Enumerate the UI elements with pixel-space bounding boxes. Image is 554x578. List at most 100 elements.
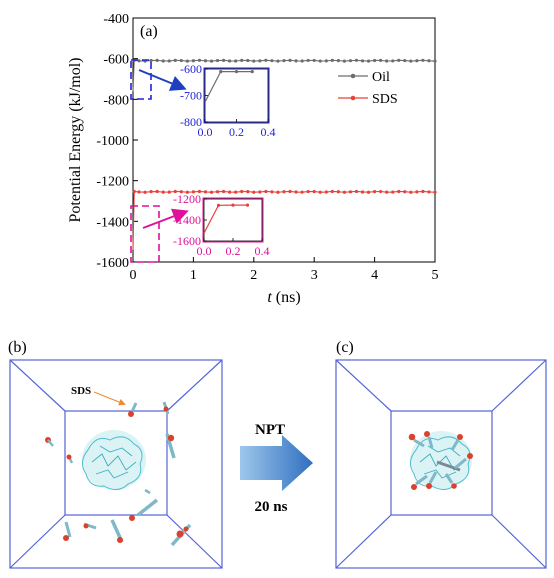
data-point-sds xyxy=(155,189,159,194)
y-axis-label: Potential Energy (kJ/mol) xyxy=(67,57,84,222)
y-tick-label: -1000 xyxy=(96,134,129,149)
x-tick-label: 5 xyxy=(432,268,439,283)
transition-arrow xyxy=(240,435,313,491)
data-point-sds xyxy=(373,190,377,194)
data-point-sds xyxy=(330,189,334,194)
oil-droplet-c xyxy=(410,431,472,490)
data-point-sds xyxy=(324,190,328,194)
sds-molecule xyxy=(128,402,138,417)
data-point-oil xyxy=(252,59,256,63)
data-point-sds xyxy=(300,190,304,194)
data-point-oil xyxy=(222,58,226,62)
inset-frame xyxy=(204,68,269,123)
data-point-oil xyxy=(403,58,407,63)
data-point-oil xyxy=(306,58,310,63)
inset-point-oil xyxy=(219,70,223,74)
data-point-sds xyxy=(379,189,383,194)
data-point-oil xyxy=(330,58,334,62)
sds-molecule xyxy=(450,434,463,451)
data-point-sds xyxy=(240,189,244,194)
data-point-sds xyxy=(415,190,419,194)
data-point-sds xyxy=(342,190,346,194)
data-point-sds xyxy=(132,189,136,194)
sds-pointer-arrow xyxy=(93,391,126,406)
data-point-oil xyxy=(234,59,238,63)
data-point-sds xyxy=(409,190,413,194)
data-point-sds xyxy=(354,189,359,194)
data-point-oil xyxy=(421,58,425,62)
sds-molecule xyxy=(454,453,473,470)
data-point-sds xyxy=(276,190,280,194)
data-point-oil xyxy=(312,58,316,63)
y-tick-label: -1200 xyxy=(96,175,129,190)
x-tick-label: 4 xyxy=(371,268,378,283)
inset-x-tick-label: 0.2 xyxy=(226,244,241,258)
data-point-oil xyxy=(258,59,262,63)
data-point-oil xyxy=(342,59,346,63)
data-point-sds xyxy=(312,189,316,194)
inset-x-tick-label: 0.0 xyxy=(198,125,213,139)
data-point-sds xyxy=(348,190,353,194)
zoom-box-sds xyxy=(130,205,160,263)
inset-y-tick-label: -800 xyxy=(180,115,202,129)
data-point-oil xyxy=(197,58,202,62)
npt-transition: NPT 20 ns xyxy=(240,422,313,515)
data-point-oil xyxy=(155,58,159,62)
data-point-sds xyxy=(252,190,256,194)
data-point-sds xyxy=(427,190,431,194)
y-tick-label: -400 xyxy=(103,12,129,27)
data-point-oil xyxy=(373,58,377,63)
inset-point-oil xyxy=(250,70,254,74)
sds-molecule xyxy=(129,498,159,521)
legend-marker-oil xyxy=(350,73,356,79)
data-point-oil xyxy=(415,59,419,63)
data-point-sds xyxy=(197,189,202,194)
data-point-sds xyxy=(385,190,389,194)
x-tick-label: 2 xyxy=(250,268,257,283)
data-point-sds xyxy=(421,189,425,194)
x-axis-label-unit: (ns) xyxy=(272,289,301,306)
data-point-sds xyxy=(203,190,208,194)
data-point-sds xyxy=(306,189,310,194)
series-line-sds xyxy=(132,190,436,250)
inset-point-sds xyxy=(216,203,221,207)
data-point-oil xyxy=(240,58,244,62)
y-tick-label: -800 xyxy=(103,93,129,108)
legend-label-oil: Oil xyxy=(372,70,390,85)
zoom-arrow-sds xyxy=(142,208,189,229)
data-point-oil xyxy=(300,59,304,63)
data-point-sds xyxy=(149,190,153,194)
data-point-sds xyxy=(137,190,141,194)
sds-molecule xyxy=(170,523,192,547)
inset-y-tick-label: -700 xyxy=(180,89,202,103)
zoom-arrow-oil xyxy=(138,69,187,91)
data-point-oil xyxy=(161,59,165,63)
legend-label-sds: SDS xyxy=(372,92,398,107)
data-point-sds xyxy=(294,190,298,194)
sds-molecule xyxy=(426,471,438,489)
data-point-sds xyxy=(397,189,401,194)
sds-molecule xyxy=(411,474,428,490)
data-point-sds xyxy=(209,190,214,194)
data-point-oil xyxy=(385,59,389,63)
inset-y-tick-label: -1400 xyxy=(173,213,201,227)
data-point-sds xyxy=(403,190,407,194)
x-tick-label: 0 xyxy=(130,268,137,283)
data-point-oil xyxy=(203,59,208,63)
sds-molecule xyxy=(45,437,54,447)
data-point-sds xyxy=(391,190,395,194)
oil-droplet-b xyxy=(82,430,146,490)
data-point-oil xyxy=(391,59,395,63)
y-tick-label: -1600 xyxy=(96,256,129,271)
x-axis-label-var: t xyxy=(267,289,272,306)
data-point-sds xyxy=(336,190,340,194)
data-point-sds xyxy=(360,190,365,194)
data-point-sds xyxy=(228,190,232,194)
inset-point-sds xyxy=(245,203,250,207)
data-point-oil xyxy=(360,59,365,63)
panel-b: (b) SDS xyxy=(8,339,223,569)
arrow-top-label: NPT xyxy=(255,422,285,438)
